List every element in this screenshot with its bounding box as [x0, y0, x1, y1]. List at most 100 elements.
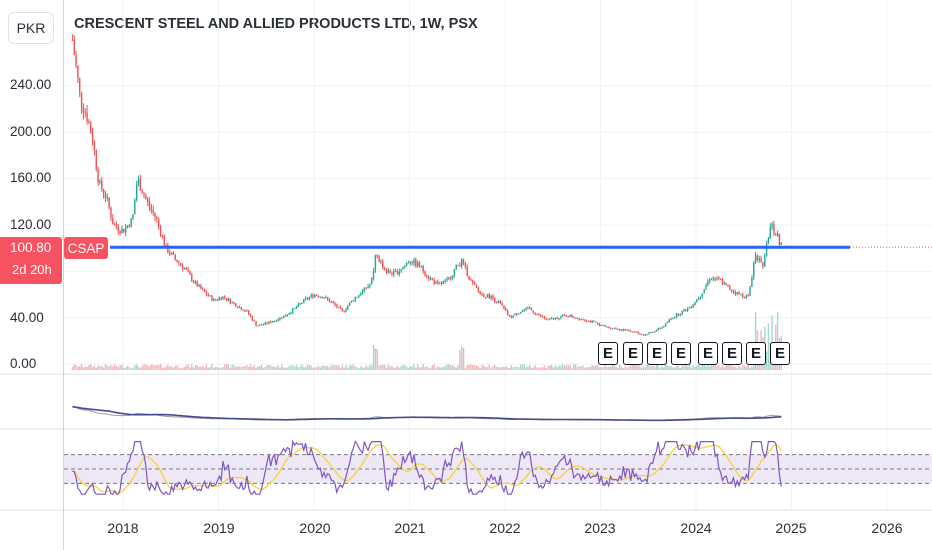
volume-bar: [418, 367, 421, 370]
candle-body: [466, 266, 468, 277]
candle-body: [668, 319, 670, 323]
volume-bar: [112, 366, 114, 370]
volume-bar: [602, 367, 604, 370]
volume-bar: [407, 367, 410, 370]
earnings-marker[interactable]: E: [698, 342, 718, 365]
volume-bar: [236, 365, 239, 370]
volume-bar: [523, 364, 525, 370]
candle-body: [606, 326, 608, 328]
candle-body: [650, 332, 652, 334]
candle-body: [88, 121, 90, 124]
volume-bar: [536, 367, 538, 370]
volume-bar: [251, 367, 254, 370]
candle-body: [180, 263, 182, 266]
candle-body: [409, 262, 412, 264]
volume-bar: [624, 365, 626, 370]
currency-selector[interactable]: PKR: [8, 12, 54, 44]
volume-bar: [705, 366, 707, 370]
candle-body: [569, 315, 571, 317]
candle-body: [418, 262, 421, 267]
candle-body: [156, 217, 158, 220]
candle-body: [229, 298, 232, 304]
candle-body: [189, 271, 191, 275]
candle-body: [661, 327, 663, 329]
earnings-marker[interactable]: E: [647, 342, 667, 365]
volume-bar: [102, 367, 105, 370]
candle-body: [701, 293, 704, 297]
volume-bar: [369, 364, 371, 370]
candle-body: [464, 263, 467, 267]
candle-body: [292, 308, 294, 313]
candle-body: [670, 318, 672, 320]
volume-bar: [648, 364, 650, 370]
volume-bar: [218, 367, 221, 370]
ma-slow-line: [72, 405, 782, 422]
candle-body: [710, 279, 713, 281]
candle-body: [679, 314, 681, 316]
volume-bar: [214, 366, 217, 370]
volume-bar: [93, 365, 96, 370]
volume-bar: [681, 365, 683, 370]
candle-body: [683, 309, 685, 311]
volume-bar: [281, 364, 283, 370]
volume-bar: [582, 365, 584, 370]
earnings-marker[interactable]: E: [671, 342, 691, 365]
candle-body: [328, 299, 331, 303]
earnings-marker[interactable]: E: [623, 342, 643, 365]
earnings-marker[interactable]: E: [770, 342, 790, 365]
candle-body: [666, 322, 669, 324]
volume-bar: [132, 367, 134, 370]
candle-body: [527, 307, 529, 309]
ma-fast-line: [72, 406, 782, 421]
candle-body: [143, 193, 145, 196]
volume-bar: [360, 366, 362, 370]
volume-bar: [117, 366, 119, 370]
candle-body: [690, 307, 692, 309]
volume-bar: [541, 367, 544, 370]
candle-body: [501, 302, 503, 306]
candle-body: [196, 281, 198, 287]
candle-body: [260, 324, 263, 326]
volume-bar: [499, 367, 501, 370]
volume-bar: [534, 365, 536, 370]
volume-bar: [571, 367, 573, 370]
earnings-marker[interactable]: E: [746, 342, 766, 365]
volume-bar: [110, 365, 112, 370]
volume-bar: [262, 367, 265, 370]
volume-bar: [266, 365, 268, 370]
candle-body: [765, 243, 768, 256]
volume-bar: [79, 366, 81, 370]
candle-body: [484, 296, 487, 298]
candle-body: [400, 269, 402, 272]
price-axis-label: 40.00: [10, 310, 44, 325]
candle-body: [286, 314, 288, 316]
volume-bar: [189, 367, 191, 370]
volume-bar: [551, 364, 553, 370]
candle-body: [699, 296, 702, 299]
candle-body: [747, 295, 749, 297]
candle-body: [330, 301, 333, 303]
candle-body: [341, 308, 344, 311]
volume-bar: [615, 366, 617, 370]
volume-bar: [413, 364, 415, 370]
candle-body: [767, 238, 770, 244]
volume-bar: [319, 367, 322, 370]
volume-bar: [71, 367, 74, 370]
candle-body: [139, 179, 142, 191]
candle-body: [113, 224, 116, 226]
candle-body: [457, 264, 459, 266]
candle-body: [483, 294, 485, 297]
chart-title: CRESCENT STEEL AND ALLIED PRODUCTS LTD, …: [74, 16, 478, 32]
volume-bar: [725, 364, 727, 370]
volume-bar: [664, 364, 667, 370]
candle-body: [470, 279, 472, 281]
earnings-marker[interactable]: E: [598, 342, 618, 365]
volume-bar: [145, 364, 147, 370]
candle-body: [532, 310, 535, 313]
candle-body: [440, 283, 443, 285]
price-axis-label: 120.00: [10, 217, 52, 232]
candle-body: [446, 278, 448, 281]
candle-body: [729, 286, 731, 290]
earnings-marker[interactable]: E: [722, 342, 742, 365]
